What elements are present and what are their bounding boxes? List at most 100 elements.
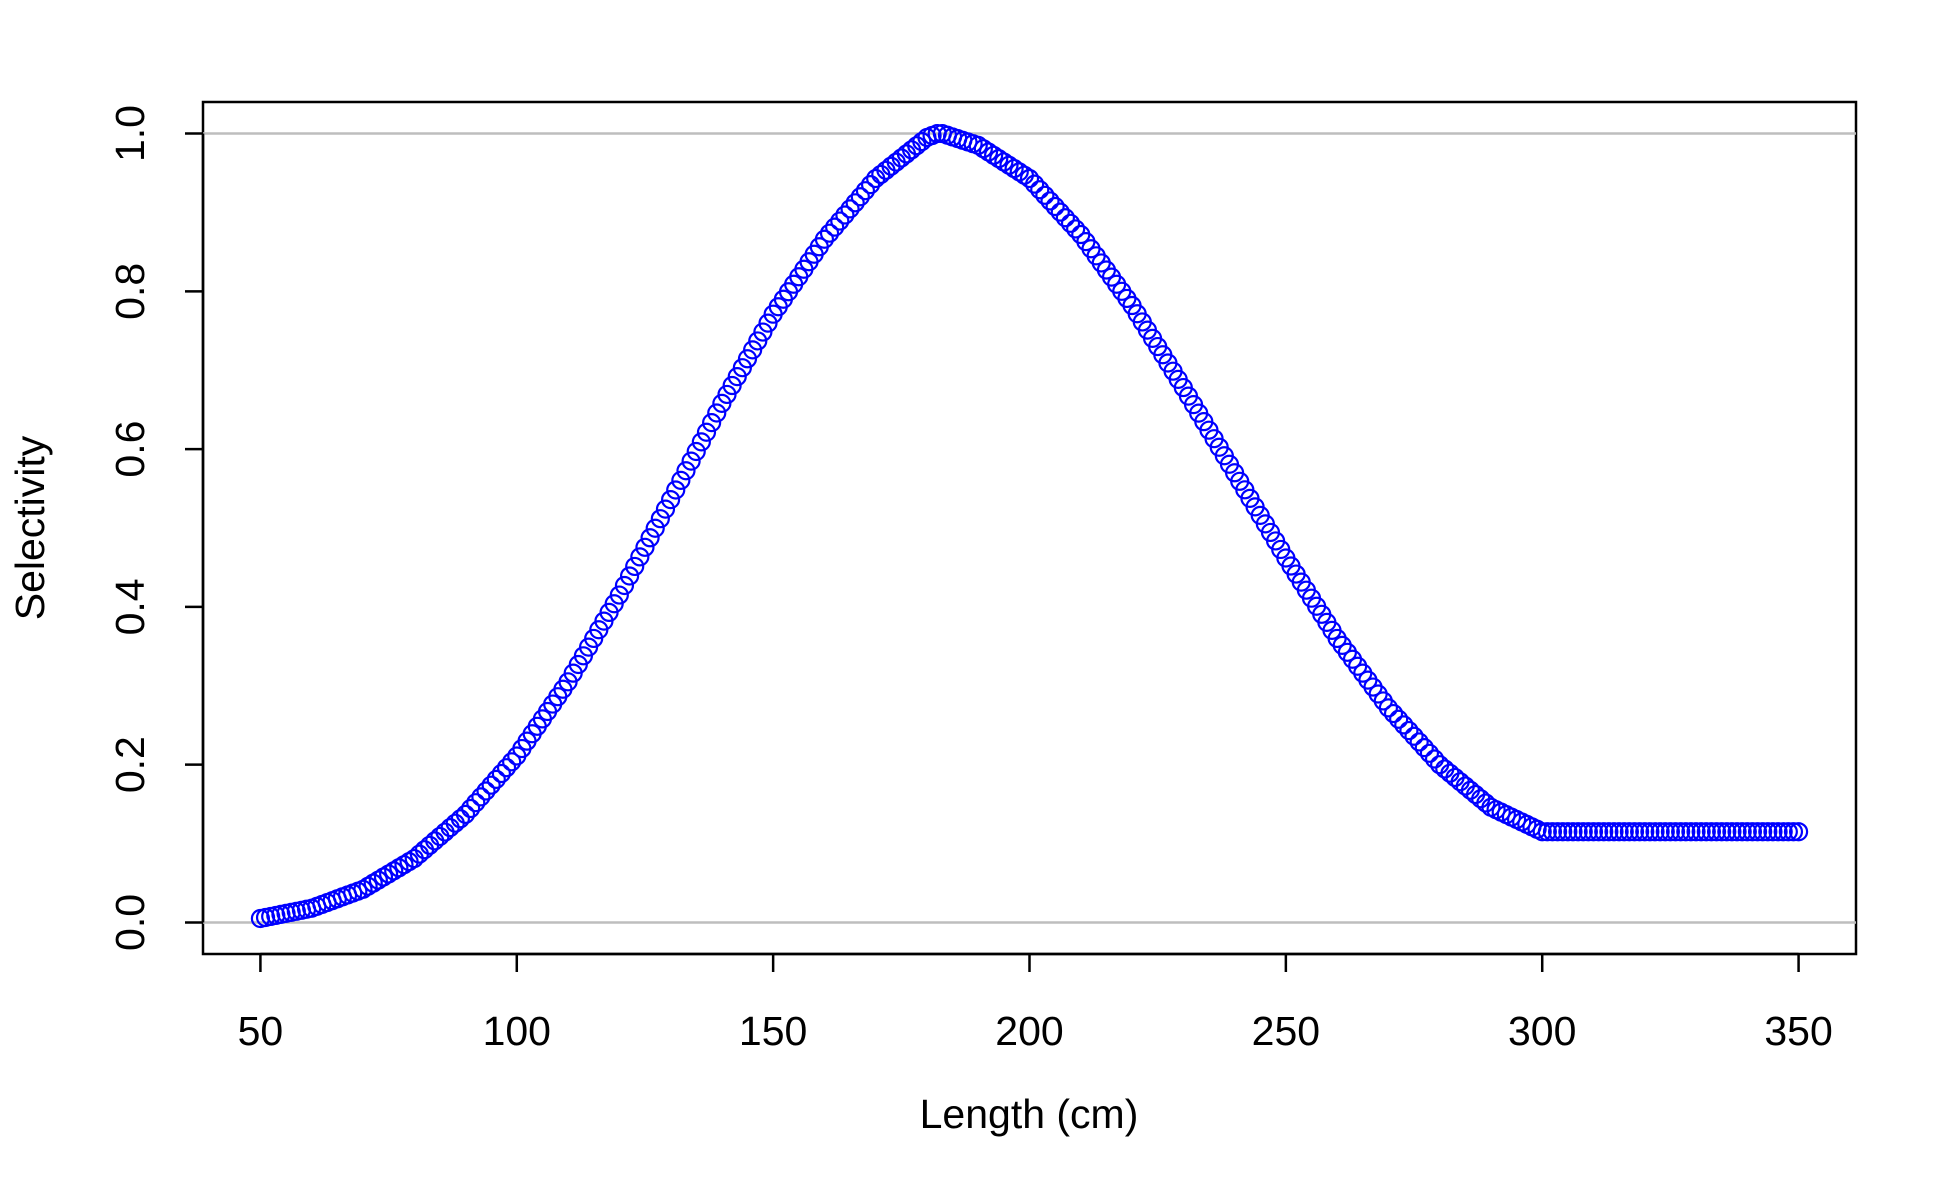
data-point (1573, 822, 1593, 842)
data-point (1706, 822, 1727, 842)
data-point (1394, 715, 1414, 735)
data-point (430, 826, 450, 847)
data-point (455, 804, 476, 824)
data-point (1640, 822, 1660, 842)
data-point (496, 758, 517, 778)
data-point (445, 813, 465, 833)
data-point (1701, 822, 1722, 842)
data-point (625, 556, 645, 577)
data-point (1383, 703, 1404, 724)
data-point (476, 781, 496, 801)
data-point (645, 518, 665, 538)
data-point (450, 809, 470, 829)
data-point (1025, 174, 1045, 194)
data-point (1004, 158, 1024, 179)
data-point (1424, 749, 1445, 769)
data-point (614, 575, 635, 596)
data-point (978, 142, 999, 162)
data-point (1783, 822, 1804, 842)
data-point (696, 422, 717, 442)
data-point (830, 211, 850, 231)
data-point (1009, 162, 1029, 182)
data-point (440, 818, 460, 838)
data-point (686, 441, 706, 462)
data-point (1542, 822, 1563, 842)
data-point (1686, 822, 1706, 842)
x-tick-label: 100 (483, 1008, 551, 1054)
data-point (1045, 196, 1065, 217)
data-point (435, 822, 455, 842)
data-point (671, 470, 691, 490)
data-point (702, 413, 722, 433)
data-point (1665, 822, 1686, 842)
data-point (1645, 822, 1665, 842)
data-point (1030, 180, 1050, 200)
data-point (814, 229, 835, 249)
x-tick-label: 50 (238, 1008, 284, 1054)
data-point (1722, 822, 1742, 842)
data-point (1019, 168, 1040, 189)
data-point (1050, 202, 1070, 222)
data-point (1066, 219, 1086, 239)
y-tick-label: 1.0 (107, 105, 153, 162)
data-point (486, 769, 506, 789)
data-point (655, 499, 676, 519)
data-point (1378, 698, 1399, 718)
y-axis-title: Selectivity (7, 435, 53, 620)
reference-lines (203, 132, 1856, 924)
data-point (855, 181, 876, 201)
data-point (502, 752, 522, 772)
data-point (691, 432, 711, 452)
data-point (1630, 822, 1650, 842)
data-point (1583, 822, 1604, 842)
data-point (471, 787, 491, 807)
data-point (1737, 822, 1757, 842)
data-point (1660, 822, 1680, 842)
data-point (1563, 822, 1583, 842)
data-point (1532, 822, 1552, 842)
data-point (1681, 822, 1701, 842)
data-point (630, 547, 650, 567)
data-point (1635, 822, 1655, 842)
data-point (640, 528, 660, 548)
data-point (1060, 213, 1081, 233)
data-point (681, 451, 701, 471)
data-point (425, 831, 445, 851)
data-point (1758, 822, 1778, 842)
data-point (660, 490, 681, 510)
data-point (1537, 822, 1557, 842)
data-point (650, 509, 670, 529)
data-point (1055, 208, 1075, 228)
data-point (1624, 822, 1645, 842)
x-tick-label: 150 (739, 1008, 807, 1054)
data-point (1691, 822, 1711, 842)
data-point (1604, 822, 1624, 842)
data-point (1747, 822, 1768, 842)
x-tick-label: 200 (995, 1008, 1063, 1054)
x-axis-title: Length (cm) (920, 1091, 1139, 1137)
data-point (840, 199, 860, 219)
data-point (1753, 822, 1773, 842)
data-point (1727, 822, 1747, 842)
data-point (1732, 822, 1752, 842)
y-tick-label: 0.8 (107, 263, 153, 320)
y-axis: 0.0 0.2 0.4 0.6 0.8 1.0 (107, 105, 205, 951)
data-point (1763, 822, 1783, 842)
data-point (1568, 822, 1588, 842)
x-axis: 50 100 150 200 250 300 350 (238, 952, 1833, 1054)
data-point (989, 149, 1009, 169)
data-point (481, 775, 501, 795)
data-point (819, 223, 840, 243)
data-point (1717, 822, 1737, 842)
data-point (1599, 822, 1619, 842)
data-point (1778, 822, 1798, 842)
data-point (466, 793, 486, 813)
data-point (1788, 822, 1809, 842)
data-point (1414, 738, 1434, 758)
data-point (1578, 822, 1598, 842)
data-point (491, 763, 512, 784)
data-point (1650, 822, 1670, 842)
data-point (999, 155, 1019, 175)
data-point (1676, 822, 1696, 842)
data-point (635, 537, 655, 557)
